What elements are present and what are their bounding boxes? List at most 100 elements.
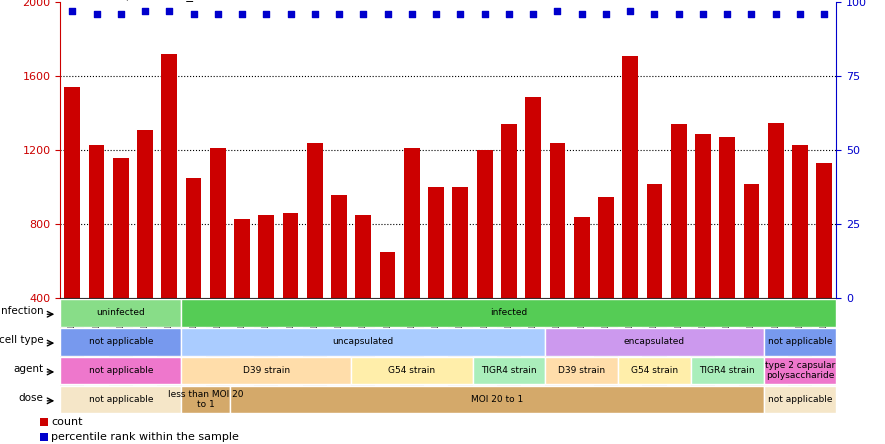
Bar — [40, 432, 48, 441]
Text: uninfected: uninfected — [96, 308, 145, 317]
Bar — [671, 124, 687, 373]
Bar — [816, 163, 832, 373]
Bar — [40, 418, 48, 427]
Bar — [205, 298, 230, 387]
Bar — [618, 357, 691, 385]
Bar — [133, 298, 158, 387]
Point — [647, 11, 661, 18]
Bar — [550, 143, 566, 373]
Text: D39 strain: D39 strain — [558, 366, 605, 375]
Text: G54 strain: G54 strain — [389, 366, 435, 375]
Bar — [452, 187, 468, 373]
Bar — [254, 298, 279, 387]
Bar — [60, 328, 181, 356]
Text: G54 strain: G54 strain — [631, 366, 678, 375]
Bar — [303, 298, 327, 387]
Bar — [230, 298, 254, 387]
Bar — [768, 123, 783, 373]
Bar — [356, 215, 371, 373]
Bar — [60, 385, 181, 413]
Bar — [545, 328, 764, 356]
Bar — [647, 184, 662, 373]
Point — [187, 11, 201, 18]
Point — [332, 11, 346, 18]
Bar — [351, 357, 473, 385]
Point — [308, 11, 322, 18]
Bar — [428, 187, 444, 373]
Point — [720, 11, 735, 18]
Bar — [375, 298, 400, 387]
Point — [235, 11, 250, 18]
Bar — [643, 298, 666, 387]
Bar — [60, 299, 181, 327]
Text: uncapsulated: uncapsulated — [333, 337, 394, 346]
Point — [211, 11, 225, 18]
Point — [768, 11, 782, 18]
Bar — [622, 56, 638, 373]
Point — [453, 11, 467, 18]
Point — [404, 11, 419, 18]
Point — [599, 11, 613, 18]
Bar — [60, 357, 181, 385]
Point — [744, 11, 758, 18]
Bar — [573, 217, 589, 373]
Text: not applicable: not applicable — [88, 366, 153, 375]
Text: cell type: cell type — [0, 335, 43, 345]
Bar — [764, 328, 836, 356]
Bar — [181, 328, 545, 356]
Bar — [181, 357, 351, 385]
Bar — [788, 298, 812, 387]
Bar — [594, 298, 618, 387]
Text: not applicable: not applicable — [767, 337, 832, 346]
Text: GDS3041 / 203517_at: GDS3041 / 203517_at — [60, 0, 206, 1]
Bar — [158, 298, 181, 387]
Bar — [181, 298, 205, 387]
Bar — [764, 385, 836, 413]
Bar — [65, 87, 81, 373]
Bar — [327, 298, 351, 387]
Bar — [570, 298, 594, 387]
Text: infected: infected — [490, 308, 527, 317]
Bar — [230, 385, 764, 413]
Bar — [113, 158, 128, 373]
Point — [283, 11, 297, 18]
Bar — [792, 145, 808, 373]
Bar — [307, 143, 323, 373]
Point — [429, 11, 443, 18]
Bar — [279, 298, 303, 387]
Bar — [812, 298, 836, 387]
Point — [114, 11, 128, 18]
Bar — [161, 54, 177, 373]
Bar — [351, 298, 375, 387]
Bar — [691, 298, 715, 387]
Text: less than MOI 20
to 1: less than MOI 20 to 1 — [168, 390, 243, 409]
Text: D39 strain: D39 strain — [242, 366, 290, 375]
Bar — [60, 298, 84, 387]
Bar — [400, 298, 424, 387]
Point — [89, 11, 104, 18]
Bar — [496, 298, 521, 387]
Bar — [666, 298, 691, 387]
Bar — [764, 357, 836, 385]
Point — [357, 11, 371, 18]
Bar — [84, 298, 109, 387]
Bar — [691, 357, 764, 385]
Bar — [258, 215, 274, 373]
Point — [672, 11, 686, 18]
Point — [381, 11, 395, 18]
Bar — [473, 357, 545, 385]
Bar — [380, 252, 396, 373]
Bar — [235, 219, 250, 373]
Text: not applicable: not applicable — [767, 395, 832, 404]
Bar — [764, 298, 788, 387]
Point — [138, 8, 152, 15]
Bar — [186, 178, 202, 373]
Point — [817, 11, 831, 18]
Bar — [137, 130, 153, 373]
Bar — [739, 298, 764, 387]
Text: not applicable: not applicable — [88, 395, 153, 404]
Bar — [473, 298, 496, 387]
Bar — [331, 195, 347, 373]
Bar — [424, 298, 448, 387]
Bar — [521, 298, 545, 387]
